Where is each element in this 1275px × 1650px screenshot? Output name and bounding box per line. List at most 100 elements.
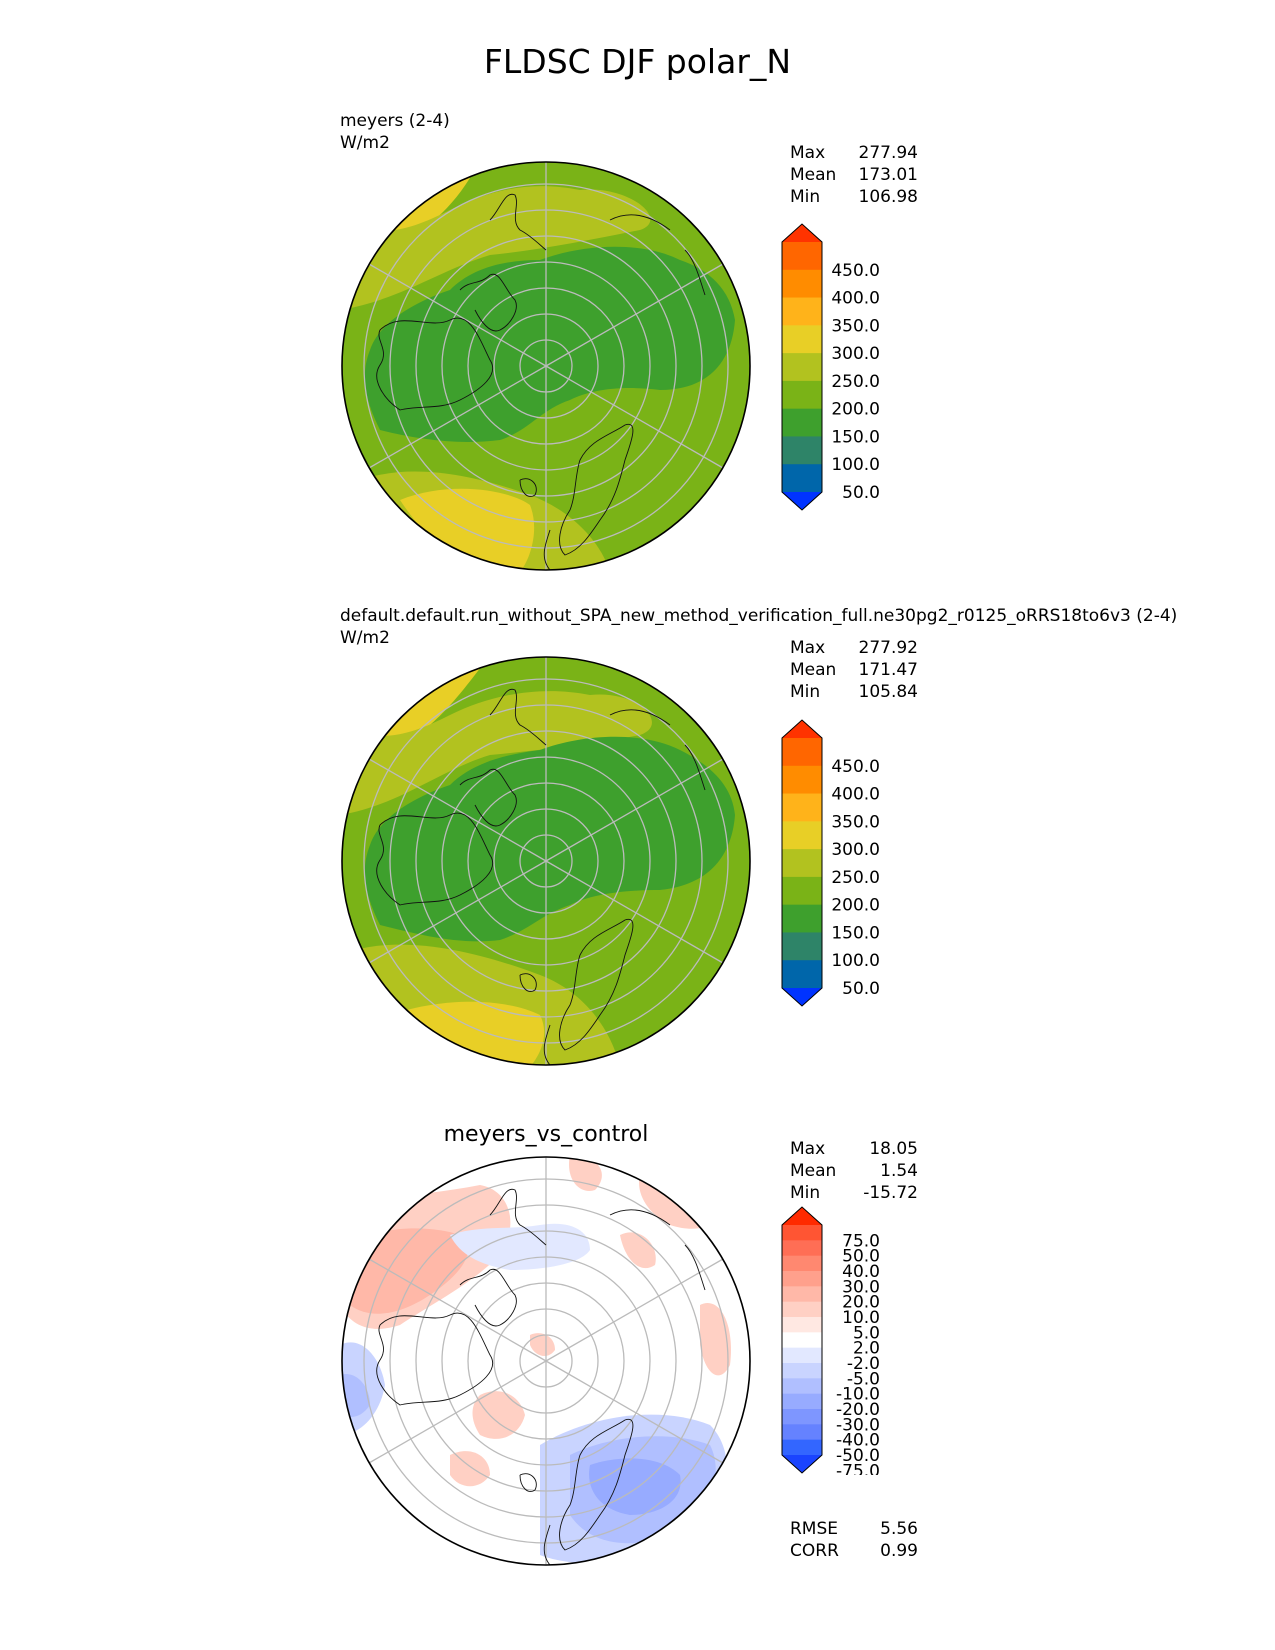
colorbar-tick-label: -10.0 bbox=[836, 1385, 880, 1405]
colorbar-tick-label: 450.0 bbox=[831, 261, 880, 281]
colorbar-segment bbox=[782, 765, 822, 795]
colorbar-tick-label: 250.0 bbox=[831, 372, 880, 392]
stat-value: 106.98 bbox=[858, 187, 918, 207]
colorbar-tick-label: 50.0 bbox=[842, 1247, 880, 1267]
colorbar-segment bbox=[782, 1332, 822, 1349]
colorbar-tick-label: 40.0 bbox=[842, 1262, 880, 1282]
colorbar-tick-label: 450.0 bbox=[831, 757, 880, 777]
stat-label: Max bbox=[790, 638, 826, 658]
colorbar-tick-label: 75.0 bbox=[842, 1231, 880, 1251]
stat-label: Max bbox=[790, 143, 826, 163]
colorbar-segment bbox=[782, 325, 822, 354]
colorbar-tick-label: 100.0 bbox=[831, 455, 880, 475]
colorbar-segment bbox=[782, 849, 822, 878]
colorbar-tick-label: 10.0 bbox=[842, 1308, 880, 1328]
stat-label: Min bbox=[790, 187, 821, 207]
colorbar-tick-label: -40.0 bbox=[836, 1431, 880, 1451]
metric-label: RMSE bbox=[790, 1519, 839, 1539]
colorbar-segment bbox=[782, 960, 822, 989]
colorbar-tick-label: 20.0 bbox=[842, 1293, 880, 1313]
colorbar-tick-label: -5.0 bbox=[847, 1369, 880, 1389]
colorbar-cap-min bbox=[782, 1455, 822, 1473]
stat-value: 277.94 bbox=[858, 143, 918, 163]
panel-1-units: W/m2 bbox=[340, 133, 390, 153]
colorbar-tick-label: 250.0 bbox=[831, 868, 880, 888]
colorbar-tick-label: 400.0 bbox=[831, 289, 880, 309]
colorbar-tick-label: -20.0 bbox=[836, 1400, 880, 1420]
colorbar-cap-max bbox=[782, 720, 822, 738]
colorbar-segment bbox=[782, 353, 822, 382]
colorbar-segment bbox=[782, 1255, 822, 1272]
colorbar-segment bbox=[782, 242, 822, 271]
colorbar-segment bbox=[782, 436, 822, 465]
colorbar-outline bbox=[781, 223, 823, 511]
colorbar-segment bbox=[782, 1240, 822, 1257]
colorbar-tick-label: -50.0 bbox=[836, 1446, 880, 1466]
polar-map-1 bbox=[341, 161, 751, 571]
stat-value: 171.47 bbox=[858, 660, 918, 680]
colorbar-tick-label: 2.0 bbox=[853, 1339, 880, 1359]
colorbar-tick-label: 0.0 bbox=[853, 511, 880, 512]
colorbar-segment bbox=[782, 1424, 822, 1441]
colorbar-cap-min bbox=[782, 988, 822, 1006]
colorbar-2: 450.0 400.0 350.0 300.0 250.0 200.0 150.0 100.0… bbox=[781, 719, 880, 1008]
colorbar-tick-label: -75.0 bbox=[836, 1461, 880, 1475]
stat-value: 1.54 bbox=[880, 1161, 918, 1181]
panel-2-name: default.default.run_without_SPA_new_meth… bbox=[340, 606, 1178, 626]
panel-3-name: meyers_vs_control bbox=[443, 1122, 649, 1147]
stat-value: 173.01 bbox=[858, 165, 918, 185]
stat-value: 18.05 bbox=[869, 1139, 918, 1159]
colorbar-tick-label: 30.0 bbox=[842, 1277, 880, 1297]
colorbar-segment bbox=[782, 1409, 822, 1425]
colorbar-tick-label: 0.0 bbox=[853, 1007, 880, 1008]
colorbar-segment bbox=[782, 1393, 822, 1410]
colorbar-segment bbox=[782, 876, 822, 906]
panel-2-units: W/m2 bbox=[340, 628, 390, 648]
colorbar-tick-label: 5.0 bbox=[853, 1323, 880, 1343]
colorbar-segment bbox=[782, 1378, 822, 1395]
metric-value: 5.56 bbox=[880, 1519, 918, 1539]
metric-label: CORR bbox=[790, 1541, 839, 1561]
colorbar-outline bbox=[781, 719, 823, 1007]
stat-value: -15.72 bbox=[863, 1183, 918, 1203]
colorbar-segment bbox=[782, 408, 822, 437]
panel-1-name: meyers (2-4) bbox=[340, 111, 450, 131]
colorbar-tick-label: 150.0 bbox=[831, 427, 880, 447]
stat-label: Max bbox=[790, 1139, 826, 1159]
colorbar-tick-label: 300.0 bbox=[831, 344, 880, 364]
colorbar-tick-label: 200.0 bbox=[831, 400, 880, 420]
stat-value: 277.92 bbox=[858, 638, 918, 658]
figure-title: FLDSC DJF polar_N bbox=[483, 42, 792, 81]
colorbar-segment bbox=[782, 1347, 822, 1364]
colorbar-tick-label: -30.0 bbox=[836, 1415, 880, 1435]
colorbar-1: 450.0 400.0 350.0 300.0 250.0 200.0 150.0 100.0… bbox=[781, 223, 880, 512]
polar-map-2 bbox=[341, 656, 751, 1066]
colorbar-tick-label: 50.0 bbox=[842, 483, 880, 503]
colorbar-cap-min bbox=[782, 492, 822, 510]
colorbar-segment bbox=[782, 269, 822, 299]
colorbar-segment bbox=[782, 932, 822, 961]
colorbar-cap-max bbox=[782, 224, 822, 242]
colorbar-tick-label: 350.0 bbox=[831, 316, 880, 336]
colorbar-tick-label: 350.0 bbox=[831, 812, 880, 832]
colorbar-segment bbox=[782, 821, 822, 850]
panel-3-metrics: RMSE 5.56 CORR 0.99 bbox=[790, 1518, 918, 1562]
colorbar-tick-label: -2.0 bbox=[847, 1354, 880, 1374]
colorbar-segment bbox=[782, 904, 822, 933]
colorbar-segment bbox=[782, 738, 822, 767]
stat-label: Mean bbox=[790, 660, 837, 680]
colorbar-3: 75.050.040.030.020.010.05.02.0-2.0-5.0-1… bbox=[781, 1206, 880, 1475]
colorbar-segment bbox=[782, 464, 822, 493]
colorbar-tick-label: 400.0 bbox=[831, 785, 880, 805]
colorbar-tick-label: 150.0 bbox=[831, 923, 880, 943]
colorbar-tick-label: 50.0 bbox=[842, 979, 880, 999]
polar-map-3 bbox=[341, 1156, 751, 1566]
colorbar-cap-max bbox=[782, 1207, 822, 1225]
stat-label: Min bbox=[790, 682, 821, 702]
stat-value: 105.84 bbox=[858, 682, 918, 702]
panel-2-stats: Max 277.92 Mean 171.47 Min 105.84 bbox=[790, 637, 918, 703]
colorbar-segment bbox=[782, 380, 822, 410]
panel-3-stats: Max 18.05 Mean 1.54 Min -15.72 bbox=[790, 1138, 918, 1204]
colorbar-tick-label: 300.0 bbox=[831, 840, 880, 860]
colorbar-segment bbox=[782, 1439, 822, 1456]
